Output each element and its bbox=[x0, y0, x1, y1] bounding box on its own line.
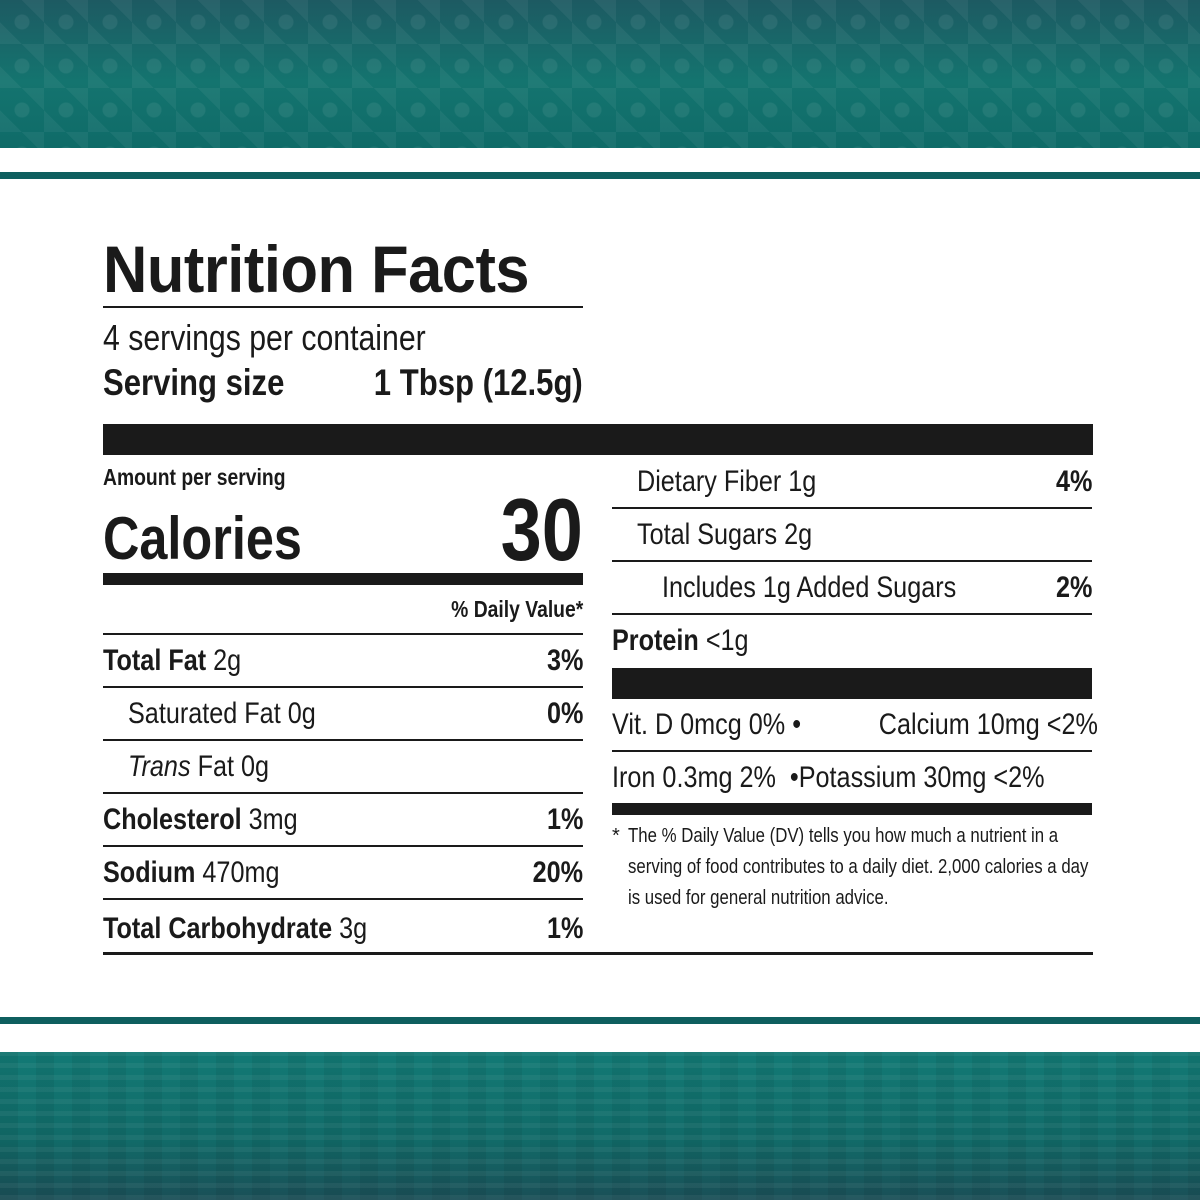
calories-value: 30 bbox=[500, 480, 583, 579]
nutrient-row-cholesterol: Cholesterol 3mg 1% bbox=[103, 794, 583, 847]
vitamin-row-2: Iron 0.3mg 2% •Potassium 30mg <2% bbox=[612, 752, 1092, 815]
daily-value-header: % Daily Value* bbox=[103, 585, 583, 635]
protein-divider bbox=[612, 668, 1092, 699]
bottom-decorative-band bbox=[0, 1052, 1200, 1200]
nutrition-label-right: Dietary Fiber 1g 4% Total Sugars 2g Incl… bbox=[612, 456, 1098, 914]
calories-row: Calories 30 bbox=[103, 480, 583, 579]
serving-size-row: Serving size 1 Tbsp (12.5g) bbox=[103, 360, 583, 406]
serving-size-label: Serving size bbox=[103, 362, 285, 403]
nutrient-row-trans-fat: Trans Fat 0g bbox=[103, 741, 583, 794]
nutrient-row-total-sugars: Total Sugars 2g bbox=[612, 509, 1092, 562]
nutrition-label-left: Nutrition Facts 4 servings per container… bbox=[103, 236, 583, 406]
vitamin-row-1: Vit. D 0mcg 0% • Calcium 10mg <2% bbox=[612, 699, 1098, 752]
nutrient-row-saturated-fat: Saturated Fat 0g 0% bbox=[103, 688, 583, 741]
medium-divider bbox=[103, 573, 583, 585]
nutrient-row-sodium: Sodium 470mg 20% bbox=[103, 847, 583, 900]
top-decorative-band bbox=[0, 0, 1200, 148]
nutrient-row-dietary-fiber: Dietary Fiber 1g 4% bbox=[612, 456, 1092, 509]
daily-value-footnote: * The % Daily Value (DV) tells you how m… bbox=[612, 825, 1089, 909]
calories-label: Calories bbox=[103, 505, 302, 572]
label-title: Nutrition Facts bbox=[103, 236, 583, 308]
calories-section: Amount per serving Calories 30 % Daily V… bbox=[103, 455, 583, 958]
nutrient-row-protein: Protein <1g bbox=[612, 623, 749, 657]
thick-divider bbox=[103, 424, 1093, 455]
nutrient-row-total-fat: Total Fat 2g 3% bbox=[103, 635, 583, 688]
amount-per-serving: Amount per serving bbox=[103, 464, 286, 490]
nutrient-row-added-sugars: Includes 1g Added Sugars 2% bbox=[612, 562, 1092, 615]
nutrient-row-total-carbohydrate: Total Carbohydrate 3g 1% bbox=[103, 912, 583, 945]
servings-per-container: 4 servings per container bbox=[103, 317, 426, 358]
serving-size-value: 1 Tbsp (12.5g) bbox=[374, 362, 583, 403]
label-bottom-rule bbox=[103, 952, 1093, 955]
bottom-teal-rule bbox=[0, 1017, 1200, 1024]
top-teal-rule bbox=[0, 172, 1200, 179]
